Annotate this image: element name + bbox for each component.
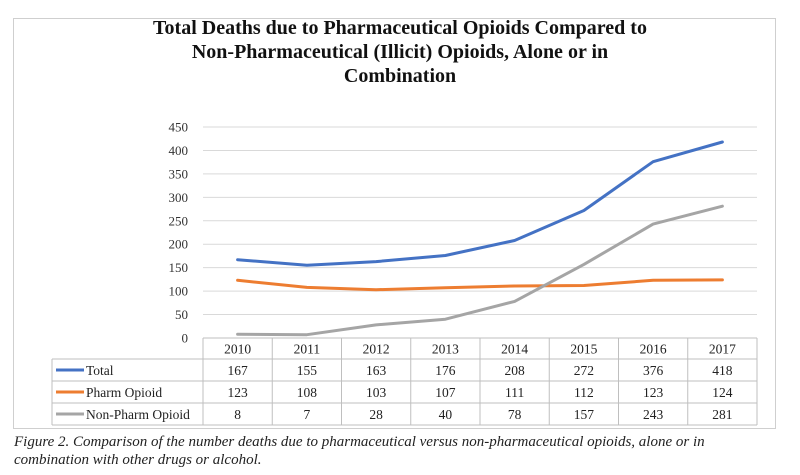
data-label: 111	[505, 385, 524, 400]
data-label: 123	[228, 385, 249, 400]
line-chart: 0 50 100 150 200 250 300 350 400 450 2010 2011 2012 2…	[51, 120, 758, 426]
data-label: 155	[297, 363, 318, 378]
y-tick-label: 0	[182, 331, 189, 346]
data-label: 167	[228, 363, 249, 378]
caption-line-2: combination with other drugs or alcohol.	[14, 452, 262, 468]
x-tick-label: 2012	[363, 342, 390, 357]
data-label: 8	[234, 407, 241, 422]
y-tick-label: 200	[169, 237, 189, 252]
x-tick-label: 2014	[501, 342, 528, 357]
data-label: 107	[435, 385, 456, 400]
chart-title: Total Deaths due to Pharmaceutical Opioi…	[0, 16, 800, 88]
x-tick-label: 2017	[709, 342, 736, 357]
data-label: 243	[643, 407, 664, 422]
chart-title-line-3: Combination	[343, 65, 457, 87]
legend-label: Pharm Opioid	[86, 385, 162, 400]
y-tick-label: 50	[175, 307, 188, 322]
data-label: 28	[369, 407, 383, 422]
data-label: 108	[297, 385, 318, 400]
data-label: 40	[439, 407, 453, 422]
series-line	[236, 140, 724, 267]
data-label: 112	[574, 385, 594, 400]
y-tick-label: 400	[169, 143, 189, 158]
y-tick-label: 100	[169, 284, 189, 299]
data-label: 281	[712, 407, 732, 422]
data-label: 376	[643, 363, 664, 378]
caption-line-1: Figure 2. Comparison of the number death…	[14, 434, 705, 450]
series-line	[236, 204, 724, 337]
y-tick-label: 350	[169, 166, 189, 181]
legend-label: Total	[86, 363, 114, 378]
x-tick-label: 2010	[224, 342, 251, 357]
y-tick-label: 450	[169, 120, 189, 135]
data-label: 176	[435, 363, 456, 378]
chart-title-line-2: Non-Pharmaceutical (Illicit) Opioids, Al…	[191, 41, 609, 63]
data-label: 418	[712, 363, 733, 378]
x-tick-label: 2011	[294, 342, 321, 357]
series-line	[236, 278, 724, 292]
figure-caption: Figure 2. Comparison of the number death…	[14, 433, 794, 469]
data-label: 7	[304, 407, 311, 422]
x-tick-label: 2015	[570, 342, 597, 357]
data-label: 272	[574, 363, 594, 378]
data-label: 123	[643, 385, 664, 400]
chart-frame	[13, 18, 776, 429]
x-tick-label: 2016	[640, 342, 667, 357]
data-label: 103	[366, 385, 387, 400]
y-tick-label: 150	[169, 260, 189, 275]
y-tick-label: 250	[169, 213, 189, 228]
data-label: 124	[712, 385, 733, 400]
y-tick-label: 300	[169, 190, 189, 205]
legend-label: Non-Pharm Opioid	[86, 407, 190, 422]
chart-title-line-1: Total Deaths due to Pharmaceutical Opioi…	[153, 17, 647, 39]
data-label: 163	[366, 363, 387, 378]
x-tick-label: 2013	[432, 342, 459, 357]
data-label: 157	[574, 407, 595, 422]
data-label: 208	[505, 363, 526, 378]
data-label: 78	[508, 407, 522, 422]
